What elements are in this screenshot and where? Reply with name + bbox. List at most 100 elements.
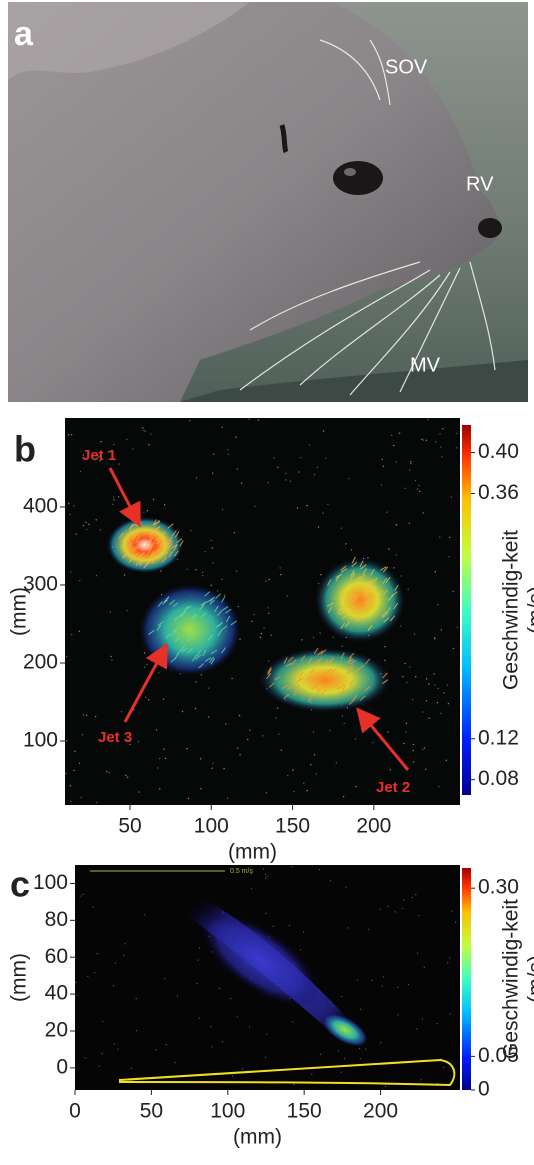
noise-dot (190, 529, 192, 532)
noise-dot (273, 457, 275, 459)
noise-dot (95, 574, 98, 577)
vector (126, 543, 132, 549)
vector (327, 579, 332, 586)
noise-dot (400, 625, 402, 627)
noise-dot (443, 692, 445, 694)
vector (340, 652, 345, 659)
noise-dot (280, 573, 282, 576)
noise-dot (340, 995, 343, 998)
noise-dot (213, 453, 215, 455)
vector (339, 592, 345, 600)
noise-dot (96, 953, 98, 955)
noise-dot (254, 505, 256, 508)
noise-dot (216, 590, 219, 592)
noise-dot (81, 734, 84, 736)
vector (316, 657, 323, 662)
noise-dot (186, 568, 188, 570)
vector (126, 545, 132, 552)
noise-dot (414, 479, 417, 482)
y-tick-label: 40 (45, 982, 68, 1005)
colorbar-label: Geschwindig-keit (m/s) (499, 530, 534, 690)
noise-dot (455, 921, 457, 923)
vector (173, 544, 178, 552)
noise-dot (82, 454, 85, 456)
vector (342, 614, 349, 620)
vector (132, 533, 138, 540)
noise-dot (265, 912, 267, 914)
jet-arrow (108, 467, 141, 528)
noise-dot (306, 504, 308, 507)
vector (221, 606, 229, 611)
noise-dot (262, 868, 265, 870)
noise-dot (276, 707, 279, 709)
vector (365, 582, 372, 588)
noise-dot (211, 472, 214, 474)
noise-dot (317, 526, 320, 528)
noise-dot (347, 927, 349, 929)
noise-dot (201, 571, 204, 573)
noise-dot (340, 1071, 342, 1073)
noise-dot (395, 524, 398, 526)
noise-dot (113, 499, 115, 501)
vector (159, 539, 166, 545)
vector (389, 615, 396, 622)
noise-dot (95, 801, 98, 804)
noise-dot (123, 574, 126, 576)
noise-dot (129, 743, 131, 746)
noise-dot (394, 911, 396, 913)
noise-dot (231, 1075, 234, 1077)
noise-dot (381, 985, 383, 987)
vector (118, 532, 124, 539)
noise-dot (70, 433, 73, 436)
noise-dot (80, 796, 82, 799)
noise (65, 418, 459, 804)
vector (370, 587, 377, 592)
vector (169, 599, 176, 605)
vector (147, 546, 153, 554)
x-tick-label: 150 (287, 1100, 322, 1123)
vector (167, 536, 173, 542)
noise-dot (436, 603, 439, 606)
vector (359, 695, 366, 701)
noise-dot (156, 767, 159, 769)
noise-dot (158, 757, 161, 760)
noise-dot (434, 638, 436, 640)
noise-dot (260, 632, 263, 635)
noise-dot (138, 791, 140, 793)
noise-dot (371, 979, 373, 981)
noise-dot (452, 647, 455, 650)
noise-dot (69, 513, 71, 516)
noise-dot (447, 702, 450, 705)
noise-dot (70, 571, 72, 573)
noise-dot (250, 887, 253, 889)
noise-dot (412, 698, 414, 701)
vector (198, 663, 205, 669)
vector (172, 602, 179, 608)
noise-dot (345, 543, 347, 545)
noise-dot (200, 674, 202, 676)
noise-dot (327, 503, 329, 505)
noise-dot (343, 1058, 346, 1060)
vector (215, 593, 221, 599)
colorbar-tick-label: 0.05 (478, 1044, 519, 1067)
noise-dot (345, 886, 347, 888)
vector (166, 543, 173, 550)
noise-dot (110, 655, 112, 658)
noise-dot (381, 458, 383, 460)
noise-dot (434, 637, 436, 639)
vector (160, 531, 166, 537)
noise-dot (125, 774, 127, 777)
noise-dot (114, 962, 116, 964)
noise-dot (407, 786, 409, 788)
noise-dot (68, 502, 70, 505)
noise-dot (313, 473, 316, 476)
colorbar-tick-label: 0.30 (478, 876, 519, 899)
noise-dot (237, 605, 239, 608)
vector (174, 531, 180, 538)
vector (309, 668, 316, 674)
vector (164, 596, 170, 603)
y-tick-label: 400 (23, 494, 58, 517)
noise-dot (236, 1016, 238, 1018)
noise-dot (117, 496, 120, 498)
